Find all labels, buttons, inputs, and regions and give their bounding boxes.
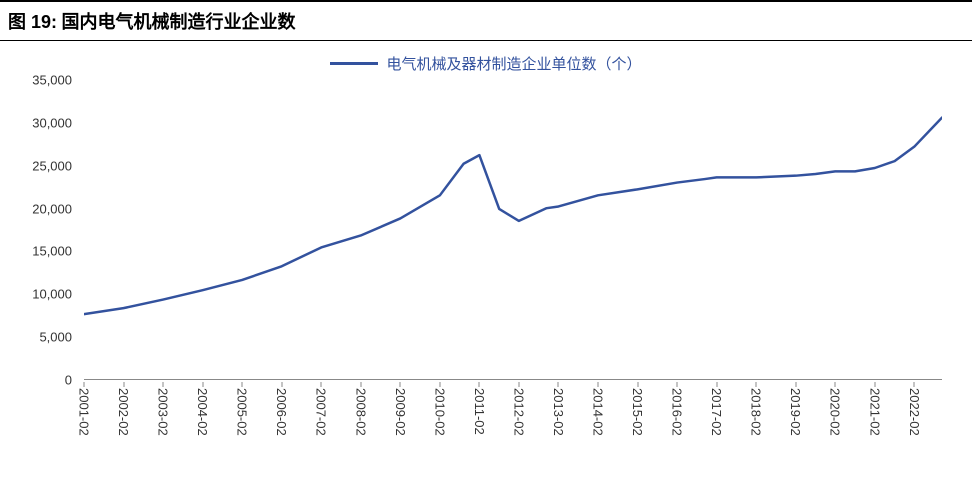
x-tick-label: 2007-02 [314,388,329,436]
x-tick-label: 2015-02 [630,388,645,436]
series-line [84,118,942,315]
legend-swatch [330,62,378,65]
x-tick-label: 2001-02 [77,388,92,436]
x-tick-label: 2012-02 [511,388,526,436]
legend: 电气机械及器材制造企业单位数（个） [0,41,972,80]
line-path-svg [84,80,942,379]
y-tick-label: 0 [65,373,72,388]
x-tick-label: 2017-02 [709,388,724,436]
y-tick-label: 35,000 [32,73,72,88]
chart-title-bar: 图 19: 国内电气机械制造行业企业数 [0,0,972,41]
y-tick-label: 30,000 [32,115,72,130]
legend-label: 电气机械及器材制造企业单位数（个） [386,53,641,74]
x-tick-label: 2010-02 [432,388,447,436]
chart-title: 国内电气机械制造行业企业数 [61,12,295,32]
y-tick-label: 25,000 [32,158,72,173]
y-tick-label: 10,000 [32,287,72,302]
y-tick-label: 5,000 [39,330,72,345]
figure-label: 图 19: [8,12,57,32]
x-tick-label: 2005-02 [235,388,250,436]
plot-region [84,80,942,380]
x-tick-label: 2009-02 [393,388,408,436]
x-tick-label: 2014-02 [591,388,606,436]
x-tick-label: 2013-02 [551,388,566,436]
x-tick-label: 2018-02 [749,388,764,436]
x-tick-label: 2020-02 [828,388,843,436]
x-tick-label: 2002-02 [116,388,131,436]
x-axis: 2001-022002-022003-022004-022005-022006-… [84,382,942,462]
x-tick-label: 2016-02 [670,388,685,436]
x-tick-label: 2011-02 [472,388,487,435]
y-axis: 05,00010,00015,00020,00025,00030,00035,0… [20,80,80,380]
y-tick-label: 20,000 [32,201,72,216]
x-tick-label: 2019-02 [788,388,803,436]
chart-area: 05,00010,00015,00020,00025,00030,00035,0… [20,80,952,470]
x-tick-label: 2003-02 [156,388,171,436]
x-tick-label: 2021-02 [867,388,882,436]
x-tick-label: 2022-02 [907,388,922,436]
x-tick-label: 2008-02 [353,388,368,436]
x-tick-label: 2006-02 [274,388,289,436]
y-tick-label: 15,000 [32,244,72,259]
x-tick-label: 2004-02 [195,388,210,436]
